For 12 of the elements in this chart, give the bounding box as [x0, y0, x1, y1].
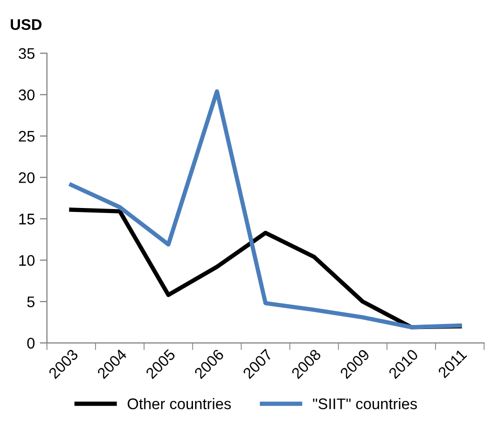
y-tick-label: 25	[18, 130, 34, 142]
y-tick-label: 30	[18, 90, 35, 100]
legend-label: "SIIT" countries	[313, 398, 417, 410]
y-tick-label: 5	[27, 296, 34, 308]
line-series	[69, 89, 462, 330]
legend-label: Other countries	[128, 398, 231, 410]
y-tick-label: 20	[18, 172, 35, 184]
y-tick-label: 0	[27, 338, 35, 349]
y-tick-label: 15	[19, 214, 34, 224]
y-tick-label: 35	[18, 48, 34, 59]
y-axis-title: USD	[10, 19, 42, 30]
y-tick-label: 10	[19, 255, 35, 266]
